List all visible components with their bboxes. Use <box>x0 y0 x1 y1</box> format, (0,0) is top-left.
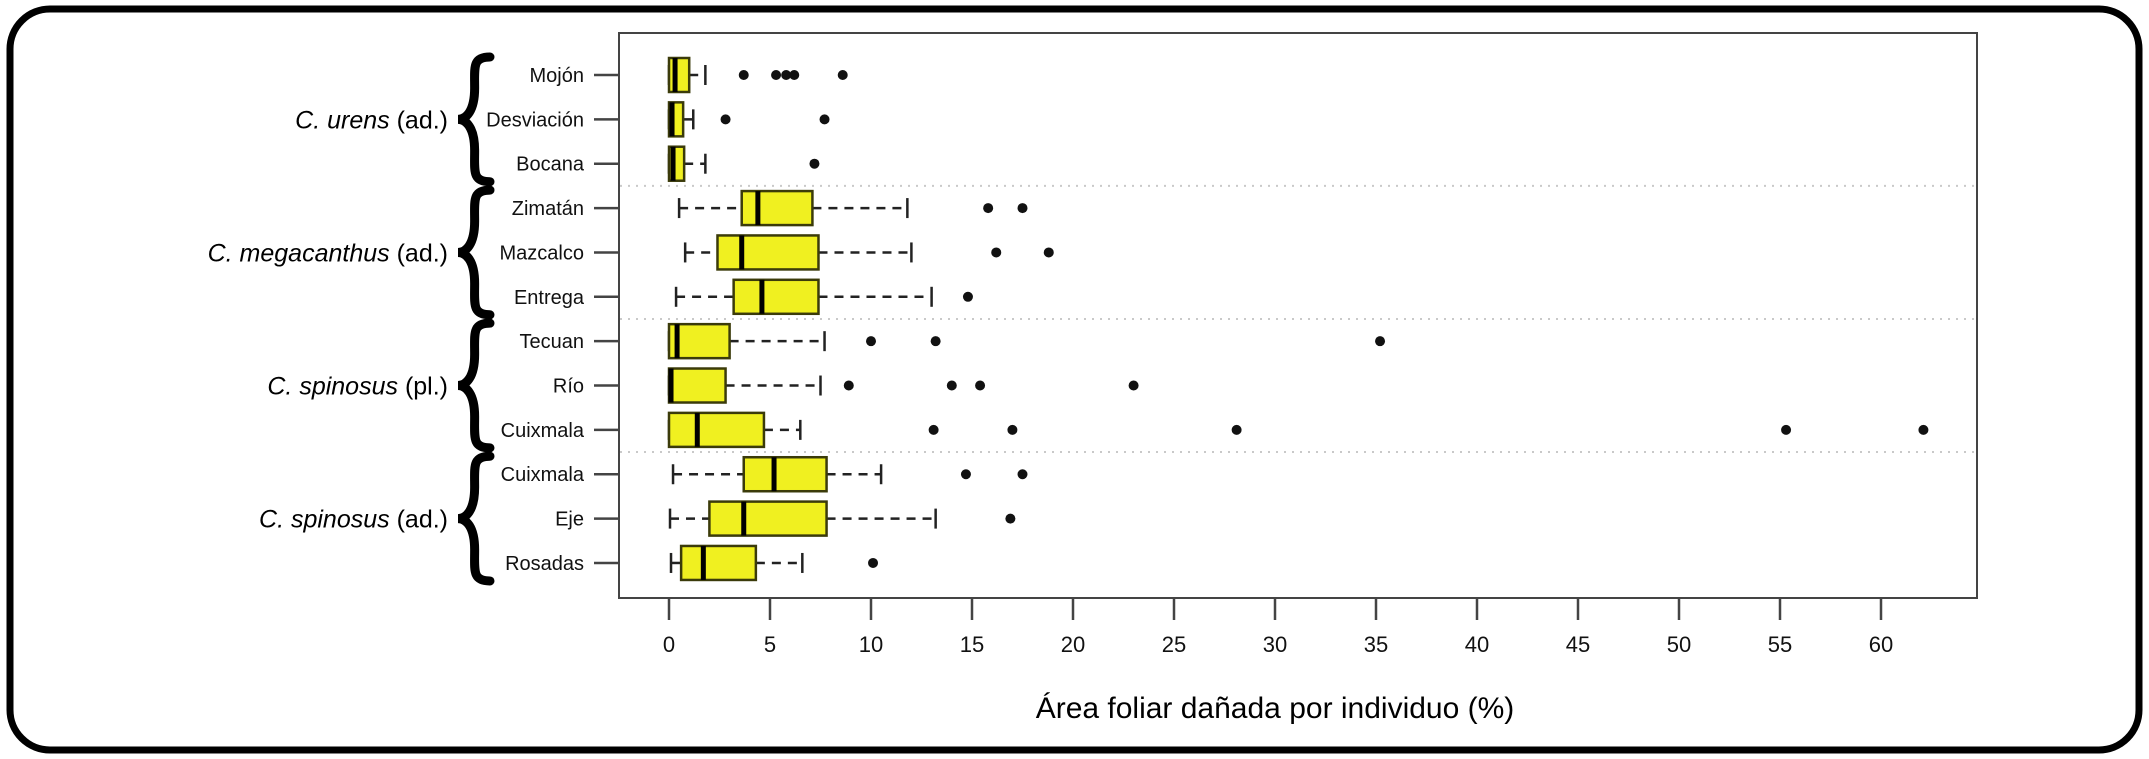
outlier-dot <box>1017 203 1028 214</box>
outlier-dot <box>1918 424 1929 435</box>
outlier-dot <box>962 291 973 302</box>
boxplot-row: Desviación <box>486 101 830 138</box>
boxplot-row: Río <box>553 367 1139 404</box>
outlier-dot <box>1043 247 1054 258</box>
boxplot-row: Cuixmala <box>501 455 1028 493</box>
outlier-dot <box>930 336 941 347</box>
outlier-dot <box>1007 424 1018 435</box>
outlier-dot <box>837 70 848 80</box>
outlier-dot <box>781 70 792 80</box>
outlier-dot <box>738 70 749 80</box>
box <box>679 544 758 582</box>
outlier-dot <box>789 70 800 80</box>
row-label: Río <box>553 376 584 398</box>
outlier-dot <box>819 114 830 125</box>
boxplot-row: Cuixmala <box>501 411 1929 449</box>
outlier-dot <box>975 380 986 391</box>
outlier-dot <box>868 557 879 568</box>
outlier-dot <box>991 247 1002 258</box>
outlier-dot <box>809 158 820 169</box>
outlier-dot <box>771 70 782 80</box>
row-label: Entrega <box>514 287 585 309</box>
curly-brace-icon <box>457 318 495 453</box>
x-tick-label: 45 <box>1566 632 1590 657</box>
x-tick-label: 10 <box>859 632 883 657</box>
boxplot-row: Zimatán <box>512 189 1028 227</box>
x-tick-label: 5 <box>764 632 776 657</box>
figure-border <box>6 5 2143 754</box>
row-label: Rosadas <box>505 553 584 575</box>
x-tick-label: 25 <box>1162 632 1186 657</box>
group-label: C. spinosus (pl.) <box>267 373 448 401</box>
x-tick-label: 40 <box>1465 632 1489 657</box>
outlier-dot <box>1375 336 1386 347</box>
plot-area <box>618 32 1978 599</box>
box <box>732 278 820 316</box>
boxplot-row: Entrega <box>514 278 973 316</box>
curly-brace-icon <box>457 52 495 187</box>
boxplot-row: Bocana <box>516 145 820 182</box>
row-label: Zimatán <box>512 198 584 220</box>
boxplot-row: Mojón <box>530 56 848 94</box>
outlier-dot <box>960 469 971 480</box>
box <box>667 367 727 404</box>
row-label: Cuixmala <box>501 464 585 486</box>
box <box>716 234 820 271</box>
x-tick-label: 55 <box>1768 632 1792 657</box>
row-label: Tecuan <box>520 331 585 353</box>
x-tick-label: 20 <box>1061 632 1085 657</box>
outlier-dot <box>720 114 731 125</box>
row-label: Eje <box>555 509 584 531</box>
x-tick-label: 50 <box>1667 632 1691 657</box>
group-label: C. megacanthus (ad.) <box>208 239 448 267</box>
x-axis-label: Área foliar dañada por individuo (%) <box>1036 692 1515 725</box>
group-label: C. spinosus (ad.) <box>259 506 448 534</box>
curly-brace-icon <box>457 451 495 586</box>
outlier-dot <box>1128 380 1139 391</box>
outlier-dot <box>983 203 994 214</box>
x-tick-label: 0 <box>663 632 675 657</box>
row-label: Mazcalco <box>500 242 584 264</box>
outlier-dot <box>866 336 876 347</box>
row-label: Cuixmala <box>501 420 585 442</box>
box <box>708 500 828 537</box>
group-label: C. urens (ad.) <box>295 106 448 134</box>
outlier-dot <box>946 380 957 391</box>
box <box>667 56 691 94</box>
outlier-dot <box>1781 424 1792 435</box>
boxplot-row: Mazcalco <box>500 234 1054 271</box>
boxplot-row: Tecuan <box>520 322 1386 360</box>
x-tick-label: 60 <box>1869 632 1893 657</box>
x-tick-label: 15 <box>960 632 984 657</box>
row-label: Mojón <box>530 65 584 87</box>
outlier-dot <box>928 424 939 435</box>
outlier-dot <box>1017 469 1028 480</box>
row-label: Desviación <box>486 109 584 131</box>
curly-brace-icon <box>457 185 495 320</box>
x-tick-label: 35 <box>1364 632 1388 657</box>
outlier-dot <box>1231 424 1242 435</box>
box <box>742 455 828 493</box>
box <box>740 189 814 227</box>
boxplot-row: Eje <box>555 500 1016 537</box>
outlier-dot <box>1005 513 1016 524</box>
row-label: Bocana <box>516 154 585 176</box>
box <box>667 411 766 449</box>
outlier-dot <box>843 380 854 391</box>
boxplot-row: Rosadas <box>505 544 879 582</box>
x-tick-label: 30 <box>1263 632 1287 657</box>
